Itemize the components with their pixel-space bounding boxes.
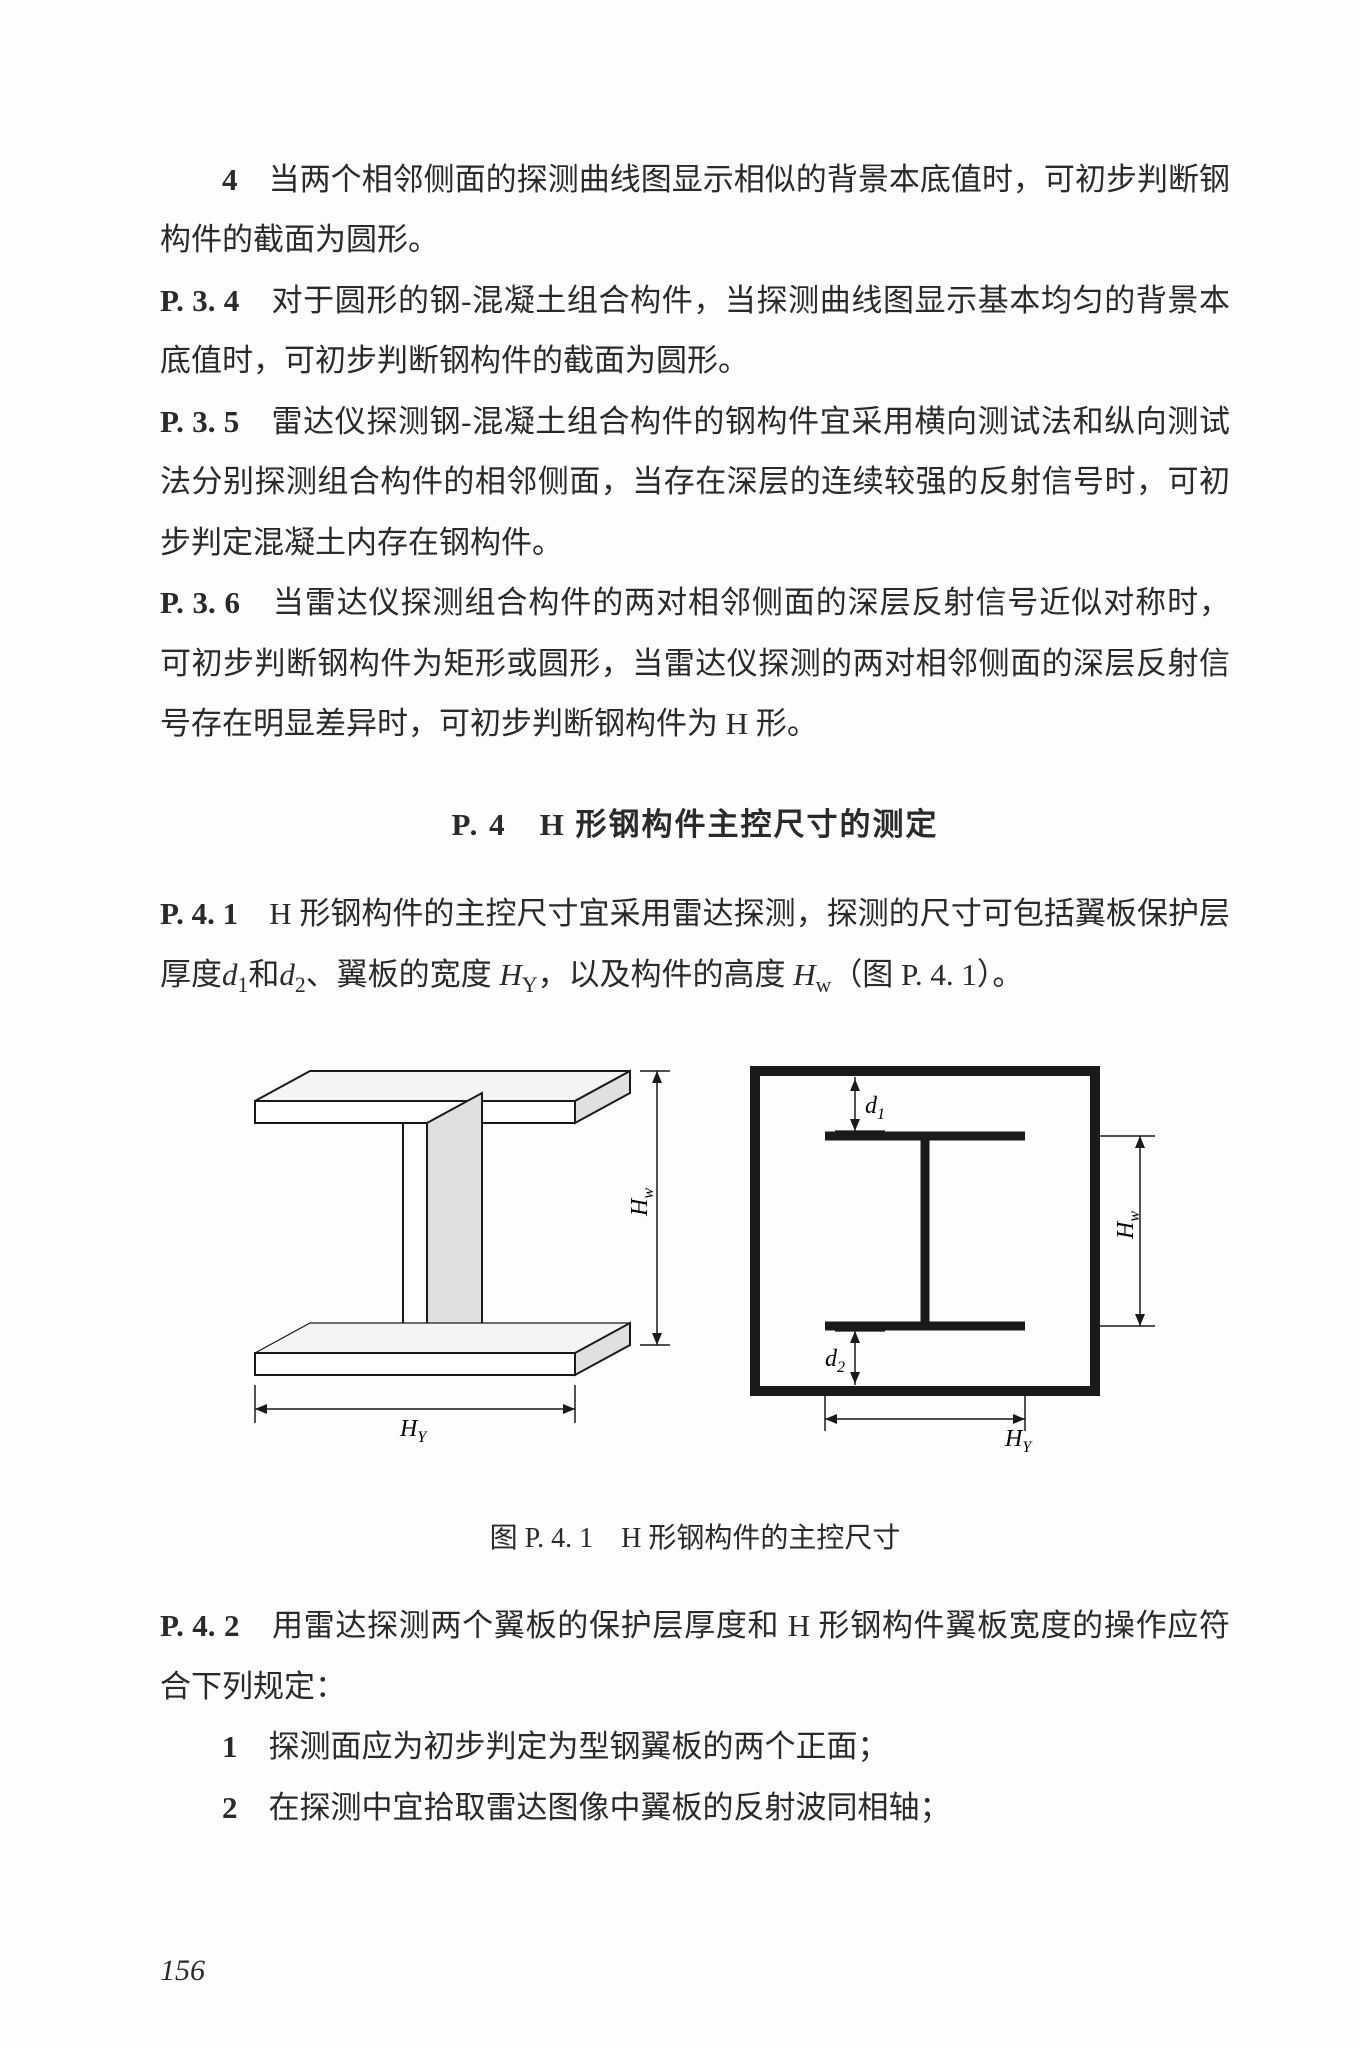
p41-mid2: 、翼板的宽度 [306, 957, 500, 992]
fig-right-hy: H [1004, 1426, 1024, 1452]
p41-hy: H [499, 957, 521, 992]
clause-p42-num: P. 4. 2 [160, 1608, 240, 1643]
svg-text:HY: HY [399, 1416, 428, 1446]
svg-text:HY: HY [1004, 1426, 1033, 1456]
clause-p34: P. 3. 4 对于圆形的钢-混凝土组合构件，当探测曲线图显示基本均匀的背景本底… [160, 271, 1230, 392]
clause-p35-num: P. 3. 5 [160, 404, 239, 439]
fig-left-hy: H [399, 1416, 419, 1442]
fig-right-hysub: Y [1022, 1439, 1033, 1456]
clause-p41: P. 4. 1 H 形钢构件的主控尺寸宜采用雷达探测，探测的尺寸可包括翼板保护层… [160, 884, 1230, 1006]
sub2-num: 2 [222, 1790, 238, 1825]
clause-p42: P. 4. 2 用雷达探测两个翼板的保护层厚度和 H 形钢构件翼板宽度的操作应符… [160, 1596, 1230, 1717]
clause-p34-num: P. 3. 4 [160, 283, 239, 318]
fig-right-hw: H [1113, 1220, 1139, 1240]
clause-p35: P. 3. 5 雷达仪探测钢-混凝土组合构件的钢构件宜采用横向测试法和纵向测试法… [160, 392, 1230, 573]
h-beam-iso: Hw HY [255, 1071, 670, 1446]
page-number: 156 [160, 1954, 205, 1988]
item-4-text: 当两个相邻侧面的探测曲线图显示相似的背景本底值时，可初步判断钢构件的截面为圆形。 [160, 162, 1230, 257]
svg-text:d1: d1 [865, 1093, 885, 1123]
clause-p36-num: P. 3. 6 [160, 585, 240, 620]
sub-item-1: 1 探测面应为初步判定为型钢翼板的两个正面； [160, 1717, 1230, 1777]
figure-caption: 图 P. 4. 1 H 形钢构件的主控尺寸 [160, 1516, 1230, 1556]
p41-post: （图 P. 4. 1）。 [831, 957, 1023, 992]
clause-p34-text: 对于圆形的钢-混凝土组合构件，当探测曲线图显示基本均匀的背景本底值时，可初步判断… [160, 283, 1230, 378]
section-title: P. 4 H 形钢构件主控尺寸的测定 [160, 799, 1230, 844]
p41-d1: d [222, 957, 238, 992]
p41-hysub: Y [522, 973, 538, 997]
svg-text:Hw: Hw [627, 1188, 657, 1217]
page: 4 当两个相邻侧面的探测曲线图显示相似的背景本底值时，可初步判断钢构件的截面为圆… [0, 0, 1360, 2048]
svg-text:d2: d2 [825, 1346, 845, 1376]
p41-d2: d [279, 957, 295, 992]
item-4: 4 当两个相邻侧面的探测曲线图显示相似的背景本底值时，可初步判断钢构件的截面为圆… [160, 150, 1230, 271]
sub2-text: 在探测中宜拾取雷达图像中翼板的反射波同相轴； [269, 1790, 951, 1825]
clause-p36-text: 当雷达仪探测组合构件的两对相邻侧面的深层反射信号近似对称时，可初步判断钢构件为矩… [160, 585, 1230, 741]
clause-p35-text: 雷达仪探测钢-混凝土组合构件的钢构件宜采用横向测试法和纵向测试法分别探测组合构件… [160, 404, 1230, 560]
svg-text:Hw: Hw [1113, 1211, 1143, 1240]
p41-hw: H [793, 957, 815, 992]
h-beam-cross: d1 d2 Hw [755, 1071, 1155, 1456]
clause-p42-text: 用雷达探测两个翼板的保护层厚度和 H 形钢构件翼板宽度的操作应符合下列规定： [160, 1608, 1230, 1703]
p41-d1sub: 1 [238, 973, 249, 997]
p41-mid3: ，以及构件的高度 [538, 957, 794, 992]
fig-left-hwsub: w [640, 1188, 657, 1199]
sub1-num: 1 [222, 1729, 238, 1764]
p41-hwsub: w [816, 973, 832, 997]
clause-p36: P. 3. 6 当雷达仪探测组合构件的两对相邻侧面的深层反射信号近似对称时，可初… [160, 573, 1230, 754]
p41-d2sub: 2 [295, 973, 306, 997]
sub1-text: 探测面应为初步判定为型钢翼板的两个正面； [269, 1729, 889, 1764]
clause-p41-num: P. 4. 1 [160, 896, 238, 931]
figure-p41: Hw HY [160, 1031, 1230, 1496]
fig-d1sub: 1 [877, 1106, 885, 1123]
p41-mid1: 和 [248, 957, 279, 992]
h-section-diagram: Hw HY [195, 1031, 1195, 1491]
item-4-num: 4 [222, 162, 238, 197]
sub-item-2: 2 在探测中宜拾取雷达图像中翼板的反射波同相轴； [160, 1778, 1230, 1838]
fig-right-hwsub: w [1126, 1211, 1143, 1222]
fig-left-hysub: Y [417, 1429, 428, 1446]
fig-d2sub: 2 [837, 1359, 845, 1376]
fig-left-hw: H [627, 1197, 653, 1217]
